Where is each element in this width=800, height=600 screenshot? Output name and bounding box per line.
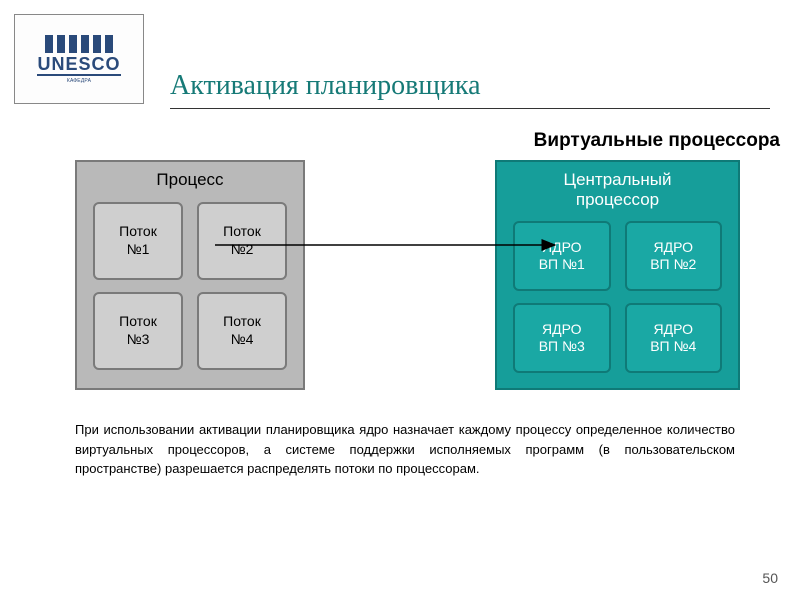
page-title: Активация планировщика (170, 70, 770, 109)
core-cell: ЯДРОВП №2 (625, 221, 723, 291)
thread-cell: Поток№2 (197, 202, 287, 280)
process-group: Процесс Поток№1 Поток№2 Поток№3 Поток№4 (75, 160, 305, 390)
core-cell: ЯДРОВП №3 (513, 303, 611, 373)
cpu-group-title: Центральныйпроцессор (497, 170, 738, 209)
logo-columns-icon (45, 35, 113, 53)
thread-cell: Поток№4 (197, 292, 287, 370)
thread-cell: Поток№3 (93, 292, 183, 370)
diagram-caption: При использовании активации планировщика… (75, 420, 735, 479)
process-threads-grid: Поток№1 Поток№2 Поток№3 Поток№4 (77, 196, 303, 384)
core-cell: ЯДРОВП №4 (625, 303, 723, 373)
unesco-logo: UNESCO КАФЕДРА (14, 14, 144, 104)
core-cell: ЯДРОВП №1 (513, 221, 611, 291)
logo-subtitle: КАФЕДРА (67, 78, 91, 84)
logo-text: UNESCO (37, 55, 120, 76)
scheduler-diagram: Процесс Поток№1 Поток№2 Поток№3 Поток№4 … (0, 160, 800, 440)
cpu-group: Центральныйпроцессор ЯДРОВП №1 ЯДРОВП №2… (495, 160, 740, 390)
thread-cell: Поток№1 (93, 202, 183, 280)
process-group-title: Процесс (77, 170, 303, 190)
section-subtitle: Виртуальные процессора (534, 130, 780, 152)
page-number: 50 (762, 570, 778, 586)
cpu-cores-grid: ЯДРОВП №1 ЯДРОВП №2 ЯДРОВП №3 ЯДРОВП №4 (497, 215, 738, 387)
